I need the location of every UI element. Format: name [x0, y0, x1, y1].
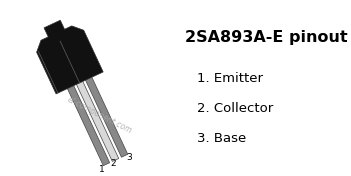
Text: 2. Collector: 2. Collector [197, 102, 273, 115]
Polygon shape [37, 20, 103, 94]
Text: 3. Base: 3. Base [197, 132, 246, 145]
Polygon shape [75, 79, 119, 161]
Text: 2SA893A-E pinout: 2SA893A-E pinout [185, 30, 347, 45]
Polygon shape [84, 74, 128, 157]
Text: el-component.com: el-component.com [66, 95, 134, 135]
Text: 2: 2 [111, 159, 117, 168]
Text: 1: 1 [99, 165, 104, 174]
Polygon shape [66, 83, 110, 166]
Text: 1. Emitter: 1. Emitter [197, 72, 263, 85]
Text: 3: 3 [127, 153, 132, 162]
